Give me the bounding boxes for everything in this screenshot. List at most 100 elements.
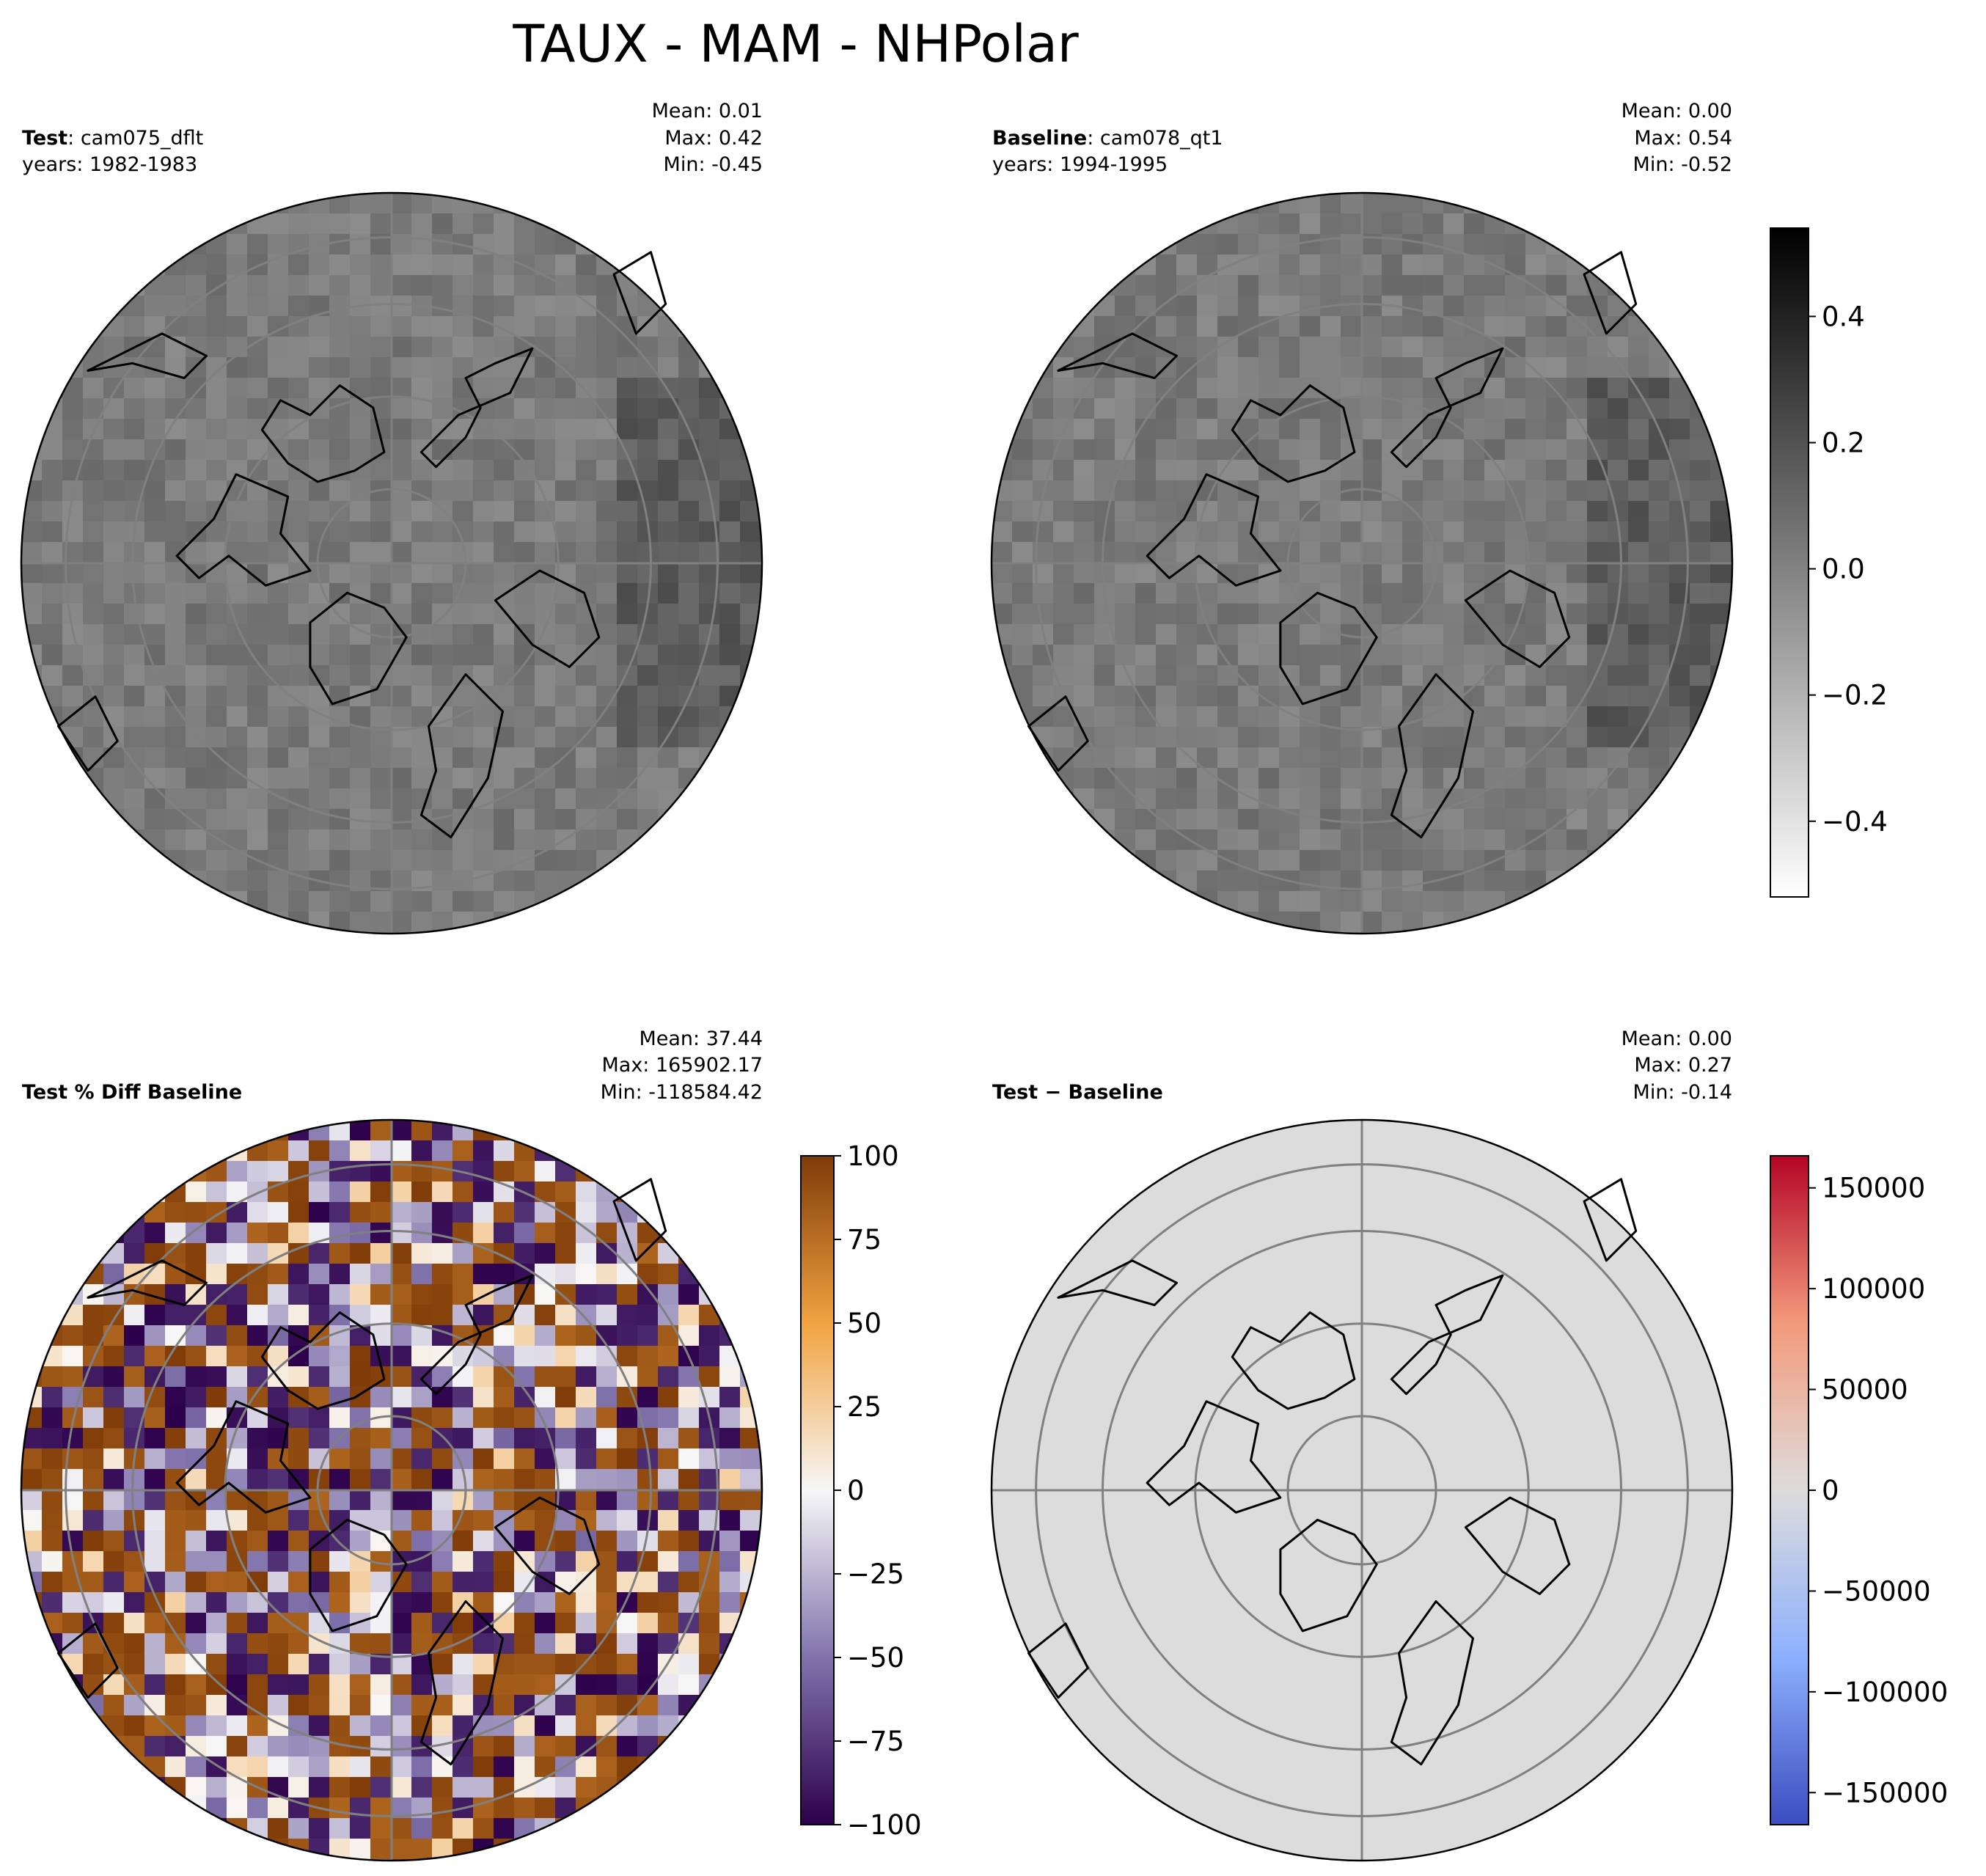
heatmap-cell bbox=[1402, 624, 1423, 645]
heatmap-cell bbox=[83, 1572, 104, 1593]
heatmap-cell bbox=[370, 1818, 392, 1839]
baseline-mean: Mean: 0.00 bbox=[1622, 100, 1732, 122]
heatmap-cell bbox=[227, 275, 248, 296]
heatmap-cell bbox=[1197, 665, 1218, 686]
heatmap-cell bbox=[1464, 542, 1485, 563]
heatmap-cell bbox=[1546, 829, 1567, 851]
heatmap-cell bbox=[535, 1674, 556, 1696]
heatmap-cell bbox=[535, 1839, 556, 1860]
heatmap-cell bbox=[1176, 624, 1198, 645]
heatmap-cell bbox=[1484, 542, 1506, 563]
heatmap-cell bbox=[1320, 275, 1341, 296]
heatmap-cell bbox=[42, 1448, 63, 1470]
heatmap-cell bbox=[1238, 871, 1259, 892]
heatmap-cell bbox=[83, 604, 104, 625]
heatmap-cell bbox=[1135, 460, 1157, 481]
heatmap-cell bbox=[617, 419, 638, 440]
heatmap-cell bbox=[391, 1859, 412, 1861]
heatmap-cell bbox=[678, 706, 700, 728]
heatmap-cell bbox=[268, 1223, 289, 1244]
heatmap-cell bbox=[227, 1490, 248, 1511]
colorbar-tick-label: 0 bbox=[1822, 1475, 1839, 1506]
heatmap-cell bbox=[227, 419, 248, 440]
heatmap-cell bbox=[144, 501, 166, 522]
heatmap-cell bbox=[555, 1387, 576, 1408]
heatmap-cell bbox=[1690, 439, 1711, 461]
heatmap-cell bbox=[103, 747, 125, 769]
heatmap-cell bbox=[370, 891, 392, 912]
heatmap-cell bbox=[1238, 419, 1259, 440]
heatmap-cell bbox=[1484, 296, 1506, 317]
heatmap-cell bbox=[1279, 378, 1300, 399]
coastline bbox=[419, 1274, 534, 1396]
heatmap-cell bbox=[1320, 788, 1341, 810]
heatmap-cell bbox=[740, 1325, 761, 1346]
heatmap-cell bbox=[1361, 213, 1382, 235]
heatmap-cell bbox=[1525, 604, 1547, 625]
heatmap-cell bbox=[391, 1202, 412, 1223]
heatmap-cell bbox=[309, 768, 330, 789]
heatmap-cell bbox=[576, 1551, 597, 1572]
heatmap-cell bbox=[432, 1387, 453, 1408]
heatmap-cell bbox=[268, 1654, 289, 1675]
heatmap-cell bbox=[411, 932, 433, 934]
heatmap-cell bbox=[186, 296, 207, 317]
heatmap-cell bbox=[391, 1387, 412, 1408]
heatmap-cell bbox=[1402, 932, 1423, 934]
heatmap-cell bbox=[227, 871, 248, 892]
heatmap-cell bbox=[1053, 378, 1074, 399]
heatmap-cell bbox=[227, 1654, 248, 1675]
heatmap-cell bbox=[1567, 583, 1588, 604]
heatmap-cell bbox=[1279, 912, 1300, 933]
heatmap-cell bbox=[1279, 439, 1300, 461]
heatmap-cell bbox=[1156, 768, 1177, 789]
heatmap-cell bbox=[124, 501, 145, 522]
heatmap-cell bbox=[186, 419, 207, 440]
heatmap-cell bbox=[1484, 398, 1506, 419]
heatmap-cell bbox=[1156, 604, 1177, 625]
heatmap-cell bbox=[452, 1839, 474, 1860]
heatmap-cell bbox=[206, 460, 227, 481]
heatmap-cell bbox=[288, 1736, 309, 1757]
heatmap-cell bbox=[186, 645, 207, 666]
heatmap-cell bbox=[411, 1490, 433, 1511]
heatmap-cell bbox=[535, 275, 556, 296]
heatmap-cell bbox=[1587, 398, 1608, 419]
heatmap-cell bbox=[1587, 727, 1608, 748]
heatmap-cell bbox=[391, 1346, 412, 1367]
heatmap-cell bbox=[1382, 829, 1403, 851]
heatmap-cell bbox=[432, 542, 453, 563]
heatmap-cell bbox=[103, 1490, 125, 1511]
heatmap-cell bbox=[1197, 727, 1218, 748]
heatmap-cell bbox=[1505, 788, 1526, 810]
heatmap-cell bbox=[1423, 665, 1444, 686]
heatmap-cell bbox=[473, 296, 494, 317]
heatmap-cell bbox=[124, 1756, 145, 1778]
heatmap-cell bbox=[411, 213, 433, 235]
heatmap-cell bbox=[617, 665, 638, 686]
heatmap-cell bbox=[1300, 378, 1321, 399]
heatmap-cell bbox=[740, 1407, 761, 1429]
heatmap-cell bbox=[370, 583, 392, 604]
heatmap-cell bbox=[658, 521, 679, 543]
heatmap-cell bbox=[309, 254, 330, 276]
heatmap-cell bbox=[494, 850, 515, 871]
heatmap-cell bbox=[658, 1551, 679, 1572]
heatmap-cell bbox=[1731, 583, 1732, 604]
coastline bbox=[494, 1496, 601, 1595]
heatmap-cell bbox=[1443, 829, 1465, 851]
heatmap-cell bbox=[1300, 275, 1321, 296]
heatmap-cell bbox=[1546, 768, 1567, 789]
heatmap-cell bbox=[719, 1674, 741, 1696]
heatmap-cell bbox=[165, 624, 186, 645]
heatmap-cell bbox=[617, 1448, 638, 1470]
heatmap-cell bbox=[411, 1859, 433, 1861]
heatmap-cell bbox=[1546, 337, 1567, 358]
heatmap-cell bbox=[1649, 665, 1670, 686]
heatmap-cell bbox=[186, 624, 207, 645]
heatmap-cell bbox=[1649, 624, 1670, 645]
heatmap-cell bbox=[1341, 254, 1362, 276]
heatmap-cell bbox=[432, 439, 453, 461]
heatmap-cell bbox=[514, 1120, 535, 1141]
heatmap-cell bbox=[555, 1531, 576, 1552]
